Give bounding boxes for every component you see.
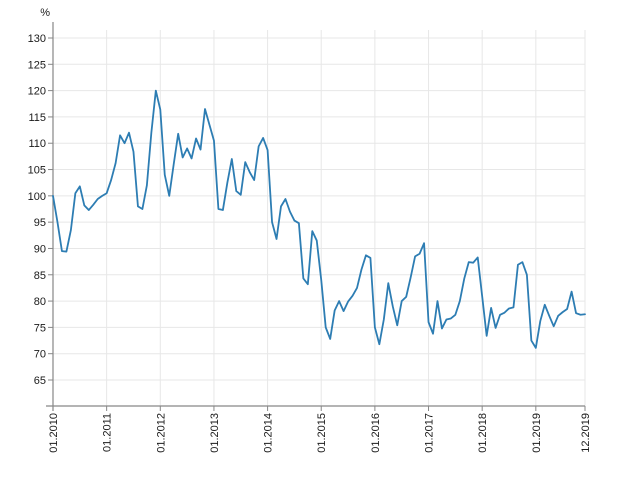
y-tick-label: 65: [34, 375, 46, 387]
y-tick-label: 75: [34, 322, 46, 334]
y-tick-label: 120: [28, 86, 46, 98]
series-layer: [52, 89, 586, 349]
x-tick-label: 01.2014: [263, 413, 275, 453]
series-line: [52, 89, 586, 349]
y-tick-label: 105: [28, 165, 46, 177]
y-tick-label: 70: [34, 349, 46, 361]
y-tick-label: 100: [28, 191, 46, 203]
x-tick-label: 01.2011: [102, 413, 114, 452]
x-tick-label: 01.2012: [155, 413, 167, 453]
x-tick-label: 01.2016: [370, 413, 382, 453]
y-tick-label: 125: [28, 59, 46, 71]
axes-layer: [46, 22, 586, 411]
y-tick-label: 90: [34, 243, 46, 255]
y-tick-label: 80: [34, 296, 46, 308]
y-axis-unit-label: %: [40, 7, 50, 19]
x-tick-label: 01.2015: [316, 413, 328, 453]
grid-layer: [53, 30, 586, 406]
y-tick-label: 85: [34, 270, 46, 282]
x-tick-label: 01.2010: [48, 413, 60, 453]
x-tick-label: 01.2013: [209, 413, 221, 453]
axis-labels-layer: 65 70 75 80 85 90 95 100 105 110 115 120 125 130 01.20…: [28, 33, 592, 453]
x-tick-label: 01.2018: [477, 413, 489, 453]
x-tick-label: 12.2019: [580, 413, 592, 453]
x-tick-label: 01.2017: [424, 413, 436, 453]
y-tick-label: 130: [28, 33, 46, 45]
y-tick-label: 95: [34, 217, 46, 229]
y-tick-label: 110: [28, 138, 46, 150]
y-tick-label: 115: [28, 112, 46, 124]
x-tick-label: 01.2019: [531, 413, 543, 453]
